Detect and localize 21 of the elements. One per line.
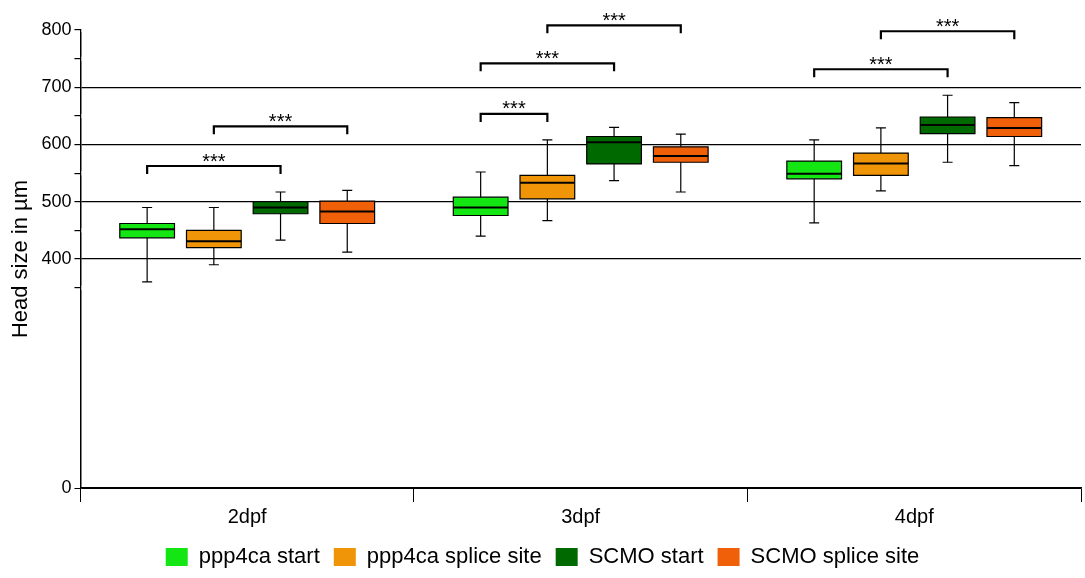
y-tick-label: 500: [41, 190, 72, 211]
y-axis-title: Head size in µm: [7, 179, 33, 339]
annotation: ***: [869, 52, 893, 75]
y-tick-label: 0: [61, 476, 72, 497]
annotation: ***: [602, 8, 626, 31]
x-tick-label: 3dpf: [561, 504, 601, 527]
x-tick-label: 2dpf: [227, 504, 268, 527]
annotation: ***: [535, 46, 560, 69]
annotation: ***: [502, 97, 526, 120]
annotation: ***: [268, 109, 293, 132]
annotation: ***: [935, 14, 960, 37]
y-tick-label: 400: [41, 247, 72, 268]
legend-label: ppp4ca splice site: [366, 543, 542, 569]
y-tick-label: 800: [41, 18, 72, 39]
legend-label: SCMO start: [588, 543, 704, 569]
y-tick-label: 600: [41, 133, 72, 154]
legend-label: ppp4ca start: [198, 543, 320, 569]
x-tick-label: 4dpf: [894, 504, 935, 527]
legend-label: SCMO splice site: [750, 543, 920, 569]
annotation: ***: [202, 149, 226, 172]
y-tick-label: 700: [41, 76, 72, 97]
